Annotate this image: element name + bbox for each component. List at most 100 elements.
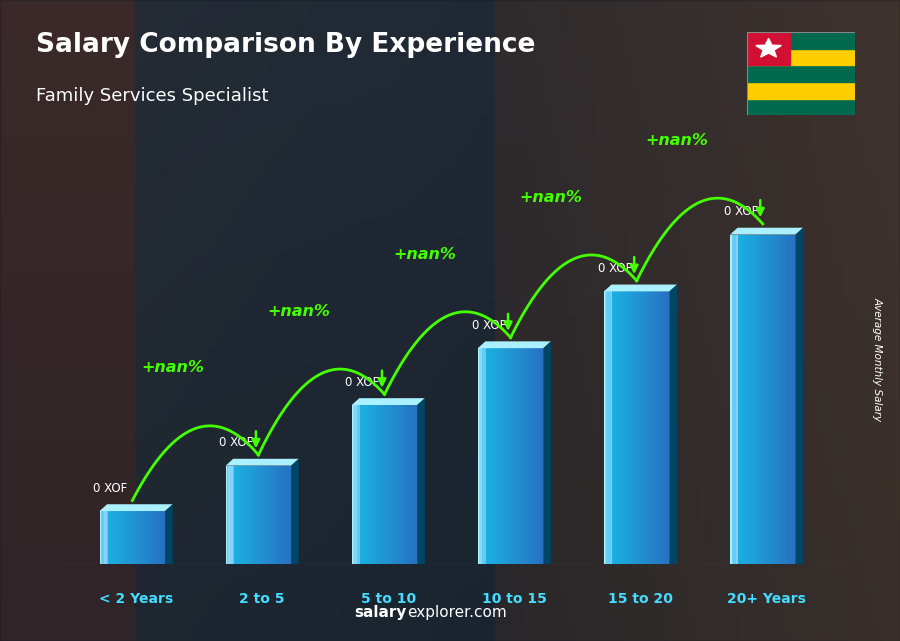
Bar (380, 405, 382, 564)
Bar (606, 292, 608, 564)
Bar (626, 292, 627, 564)
Bar (258, 465, 260, 564)
Bar (514, 348, 516, 564)
Bar (784, 235, 786, 564)
Bar (392, 405, 395, 564)
Bar (268, 465, 270, 564)
Bar (408, 405, 410, 564)
Bar (604, 292, 606, 564)
Bar (642, 292, 643, 564)
Bar (396, 405, 398, 564)
Bar (288, 465, 290, 564)
Bar (506, 348, 508, 564)
Bar (124, 511, 126, 564)
Bar (644, 292, 645, 564)
Bar (262, 465, 264, 564)
Bar (366, 405, 368, 564)
Bar (504, 348, 506, 564)
Bar (237, 465, 239, 564)
Bar (386, 405, 388, 564)
Bar (754, 235, 757, 564)
Bar (106, 511, 108, 564)
Bar (663, 292, 665, 564)
Bar (753, 235, 755, 564)
Bar (540, 348, 542, 564)
Bar (388, 405, 390, 564)
Bar (130, 511, 132, 564)
Bar (648, 292, 650, 564)
Bar (364, 405, 367, 564)
Bar (352, 405, 354, 564)
Bar (247, 465, 249, 564)
Text: +nan%: +nan% (267, 304, 330, 319)
Text: Family Services Specialist: Family Services Specialist (36, 87, 268, 105)
Bar (364, 405, 365, 564)
Bar (617, 292, 619, 564)
Bar (282, 465, 284, 564)
Bar (743, 235, 745, 564)
Bar (354, 405, 356, 564)
Bar (242, 465, 244, 564)
Bar (384, 405, 386, 564)
Bar (398, 405, 400, 564)
Bar (284, 465, 287, 564)
Text: 2 to 5: 2 to 5 (239, 592, 285, 606)
Bar (111, 511, 113, 564)
Bar (406, 405, 408, 564)
Polygon shape (100, 504, 173, 511)
Polygon shape (226, 459, 299, 465)
Bar (400, 405, 401, 564)
Bar (730, 235, 732, 564)
Bar (608, 292, 609, 564)
Bar (370, 405, 372, 564)
Bar (527, 348, 529, 564)
Bar (756, 235, 758, 564)
Bar (368, 405, 370, 564)
Bar (157, 511, 159, 564)
Bar (114, 511, 116, 564)
Bar (645, 292, 647, 564)
Bar (735, 235, 737, 564)
Bar (490, 348, 491, 564)
Bar (410, 405, 411, 564)
Text: 15 to 20: 15 to 20 (608, 592, 673, 606)
Bar (129, 511, 131, 564)
Bar (508, 348, 509, 564)
Bar (638, 292, 641, 564)
Bar (276, 465, 278, 564)
Bar (758, 235, 760, 564)
Bar (112, 511, 114, 564)
Text: explorer.com: explorer.com (407, 604, 507, 620)
Bar (252, 465, 254, 564)
Bar (536, 348, 537, 564)
Bar (522, 348, 524, 564)
Bar (228, 465, 230, 564)
Polygon shape (604, 285, 677, 292)
Bar (376, 405, 378, 564)
Bar (404, 405, 406, 564)
Bar (640, 292, 642, 564)
Bar (394, 405, 396, 564)
Bar (500, 348, 503, 564)
Bar (534, 348, 535, 564)
Bar (730, 235, 732, 564)
Polygon shape (670, 285, 677, 564)
Bar (653, 292, 655, 564)
Text: salary: salary (355, 604, 407, 620)
Bar (132, 511, 134, 564)
Bar (782, 235, 785, 564)
Bar (254, 465, 256, 564)
Bar (116, 511, 118, 564)
Bar (246, 465, 248, 564)
Bar (747, 32, 855, 49)
Bar (122, 511, 124, 564)
Bar (668, 292, 670, 564)
Bar (630, 292, 632, 564)
Bar (160, 511, 162, 564)
Bar (632, 292, 634, 564)
Bar (614, 292, 616, 564)
Bar (266, 465, 268, 564)
Bar (236, 465, 238, 564)
Bar (776, 235, 778, 564)
Bar (144, 511, 146, 564)
